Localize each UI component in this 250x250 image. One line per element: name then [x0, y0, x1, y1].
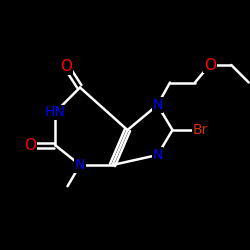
Text: N: N: [152, 148, 163, 162]
Text: O: O: [60, 59, 72, 74]
Text: HN: HN: [45, 106, 66, 120]
Text: N: N: [152, 98, 163, 112]
Text: O: O: [204, 58, 216, 72]
Text: O: O: [24, 138, 36, 152]
Text: Br: Br: [192, 123, 208, 137]
Text: N: N: [75, 158, 85, 172]
